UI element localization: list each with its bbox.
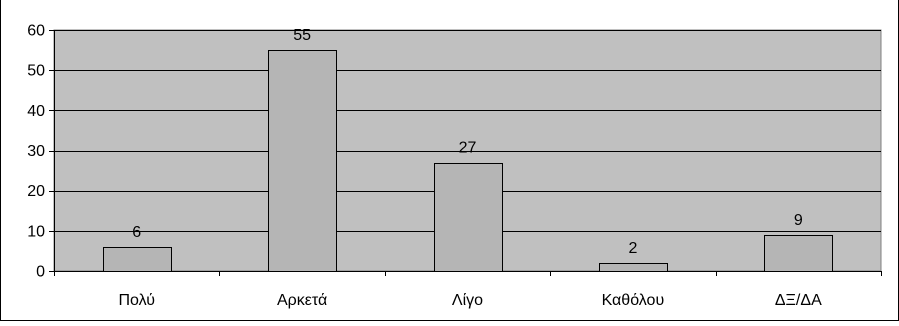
bar-3 <box>599 263 668 272</box>
x-tick-label: Λίγο <box>452 292 483 309</box>
bar-0 <box>103 247 172 272</box>
data-label: 27 <box>459 140 477 157</box>
data-label: 6 <box>132 224 141 241</box>
x-tick-labels: Πολύ Αρκετά Λίγο Καθόλου ΔΞ/ΔΑ <box>118 292 822 309</box>
y-tick-label: 10 <box>27 223 45 240</box>
data-labels: 6 55 27 2 9 <box>132 27 803 257</box>
gridlines <box>54 30 881 232</box>
data-label: 55 <box>293 27 311 44</box>
x-tick-label: Αρκετά <box>277 292 327 309</box>
y-tick-label: 40 <box>27 103 45 120</box>
y-tick-labels: 0 10 20 30 40 50 60 <box>27 23 45 281</box>
x-tick-label: Καθόλου <box>602 292 665 309</box>
y-tick-label: 30 <box>27 143 45 160</box>
y-tick-label: 50 <box>27 63 45 80</box>
bar-1 <box>268 50 337 272</box>
axes <box>49 30 882 276</box>
bars <box>103 50 833 272</box>
y-tick-label: 20 <box>27 183 45 200</box>
bar-4 <box>764 235 833 272</box>
data-label: 9 <box>794 212 803 229</box>
bar-2 <box>434 163 503 272</box>
x-tick-label: ΔΞ/ΔΑ <box>775 292 822 309</box>
y-tick-label: 60 <box>27 23 45 40</box>
x-tick-label: Πολύ <box>118 292 155 309</box>
data-label: 2 <box>628 240 637 257</box>
y-tick-label: 0 <box>36 264 45 281</box>
